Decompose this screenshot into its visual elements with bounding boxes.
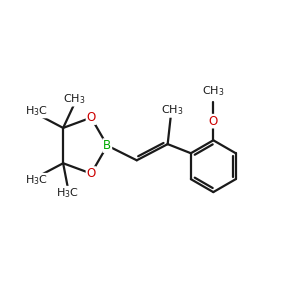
Text: H$_3$C: H$_3$C bbox=[56, 186, 79, 200]
Text: H$_3$C: H$_3$C bbox=[25, 173, 47, 187]
Text: CH$_3$: CH$_3$ bbox=[202, 84, 224, 98]
Text: CH$_3$: CH$_3$ bbox=[63, 92, 86, 106]
Text: CH$_3$: CH$_3$ bbox=[161, 103, 183, 117]
Text: O: O bbox=[86, 111, 96, 124]
Text: B: B bbox=[103, 139, 111, 152]
Text: O: O bbox=[209, 115, 218, 128]
Text: H$_3$C: H$_3$C bbox=[25, 104, 47, 118]
Text: O: O bbox=[86, 167, 96, 180]
